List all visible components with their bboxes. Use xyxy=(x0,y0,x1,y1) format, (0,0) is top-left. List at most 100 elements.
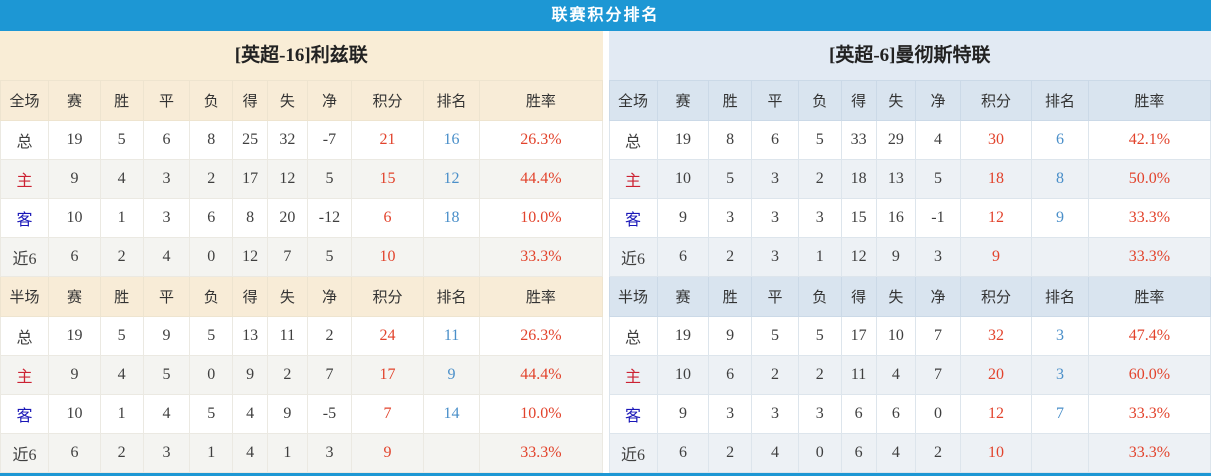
row-label: 近6 xyxy=(609,434,657,473)
column-header-cell: 积分 xyxy=(960,277,1032,317)
column-header-cell: 胜率 xyxy=(480,81,602,121)
points-cell: 9 xyxy=(960,238,1032,277)
rank-cell: 3 xyxy=(1032,356,1089,395)
stat-cell: 9 xyxy=(49,356,101,395)
rank-cell xyxy=(423,238,480,277)
stat-cell: 5 xyxy=(709,160,752,199)
stat-cell: 5 xyxy=(100,317,143,356)
points-cell: 24 xyxy=(352,317,424,356)
stat-cell: 8 xyxy=(190,121,233,160)
stat-cell: 18 xyxy=(841,160,876,199)
column-header-cell: 净 xyxy=(307,81,352,121)
stat-cell: 6 xyxy=(657,238,709,277)
winrate-cell: 44.4% xyxy=(480,160,602,199)
row-label: 客 xyxy=(609,395,657,434)
stat-cell: 6 xyxy=(709,356,752,395)
stat-cell: 4 xyxy=(143,395,190,434)
column-header-cell: 净 xyxy=(916,277,961,317)
stat-cell: 5 xyxy=(798,317,841,356)
column-header-cell: 半场 xyxy=(1,277,49,317)
stat-cell: 5 xyxy=(143,356,190,395)
row-label: 总 xyxy=(1,121,49,160)
stat-cell: 4 xyxy=(916,121,961,160)
stat-cell: 17 xyxy=(841,317,876,356)
points-cell: 7 xyxy=(352,395,424,434)
stat-cell: 4 xyxy=(876,434,916,473)
stat-cell: 2 xyxy=(268,356,308,395)
stat-cell: 5 xyxy=(752,317,799,356)
stat-cell: -5 xyxy=(307,395,352,434)
stat-cell: 10 xyxy=(657,356,709,395)
column-header-cell: 净 xyxy=(307,277,352,317)
points-cell: 10 xyxy=(352,238,424,277)
stat-cell: 33 xyxy=(841,121,876,160)
stat-cell: 3 xyxy=(916,238,961,277)
stat-cell: 7 xyxy=(916,317,961,356)
column-header-cell: 排名 xyxy=(1032,277,1089,317)
stat-cell: 3 xyxy=(752,238,799,277)
column-header-cell: 赛 xyxy=(49,277,101,317)
column-header-cell: 净 xyxy=(916,81,961,121)
column-header-cell: 负 xyxy=(190,277,233,317)
stat-cell: 9 xyxy=(268,395,308,434)
stat-cell: 2 xyxy=(100,434,143,473)
stat-cell: 7 xyxy=(307,356,352,395)
rank-cell xyxy=(1032,434,1089,473)
column-header-cell: 得 xyxy=(841,81,876,121)
winrate-cell: 10.0% xyxy=(480,395,602,434)
points-cell: 6 xyxy=(352,199,424,238)
winrate-cell: 33.3% xyxy=(1088,395,1210,434)
column-header-cell: 胜 xyxy=(709,81,752,121)
winrate-cell: 10.0% xyxy=(480,199,602,238)
points-cell: 12 xyxy=(960,395,1032,434)
row-label: 近6 xyxy=(609,238,657,277)
stat-cell: 11 xyxy=(268,317,308,356)
stat-cell: 0 xyxy=(190,238,233,277)
points-cell: 18 xyxy=(960,160,1032,199)
column-header-cell: 平 xyxy=(752,277,799,317)
row-label: 总 xyxy=(609,317,657,356)
stat-cell: 2 xyxy=(709,238,752,277)
stat-cell: 7 xyxy=(268,238,308,277)
stat-cell: 13 xyxy=(233,317,268,356)
stat-cell: 6 xyxy=(841,395,876,434)
rank-cell: 11 xyxy=(423,317,480,356)
column-header-cell: 胜率 xyxy=(1088,277,1210,317)
stat-cell: 6 xyxy=(657,434,709,473)
column-header-cell: 失 xyxy=(876,277,916,317)
stat-cell: 17 xyxy=(233,160,268,199)
column-header-cell: 排名 xyxy=(423,81,480,121)
winrate-cell: 26.3% xyxy=(480,121,602,160)
league-standings-title: 联赛积分排名 xyxy=(0,0,1211,31)
stat-cell: 0 xyxy=(916,395,961,434)
column-header-cell: 胜率 xyxy=(480,277,602,317)
stat-cell: 5 xyxy=(916,160,961,199)
points-cell: 12 xyxy=(960,199,1032,238)
stat-cell: 1 xyxy=(100,199,143,238)
stat-cell: 1 xyxy=(190,434,233,473)
column-header-cell: 排名 xyxy=(423,277,480,317)
stat-cell: 5 xyxy=(190,395,233,434)
stat-cell: 4 xyxy=(143,238,190,277)
stat-cell: 0 xyxy=(190,356,233,395)
column-header-cell: 胜率 xyxy=(1088,81,1210,121)
stat-cell: 9 xyxy=(709,317,752,356)
stat-cell: 1 xyxy=(268,434,308,473)
points-cell: 9 xyxy=(352,434,424,473)
stat-cell: 6 xyxy=(190,199,233,238)
rank-cell: 9 xyxy=(1032,199,1089,238)
row-label: 主 xyxy=(609,160,657,199)
stat-cell: 13 xyxy=(876,160,916,199)
column-header-cell: 排名 xyxy=(1032,81,1089,121)
stat-cell: 15 xyxy=(841,199,876,238)
